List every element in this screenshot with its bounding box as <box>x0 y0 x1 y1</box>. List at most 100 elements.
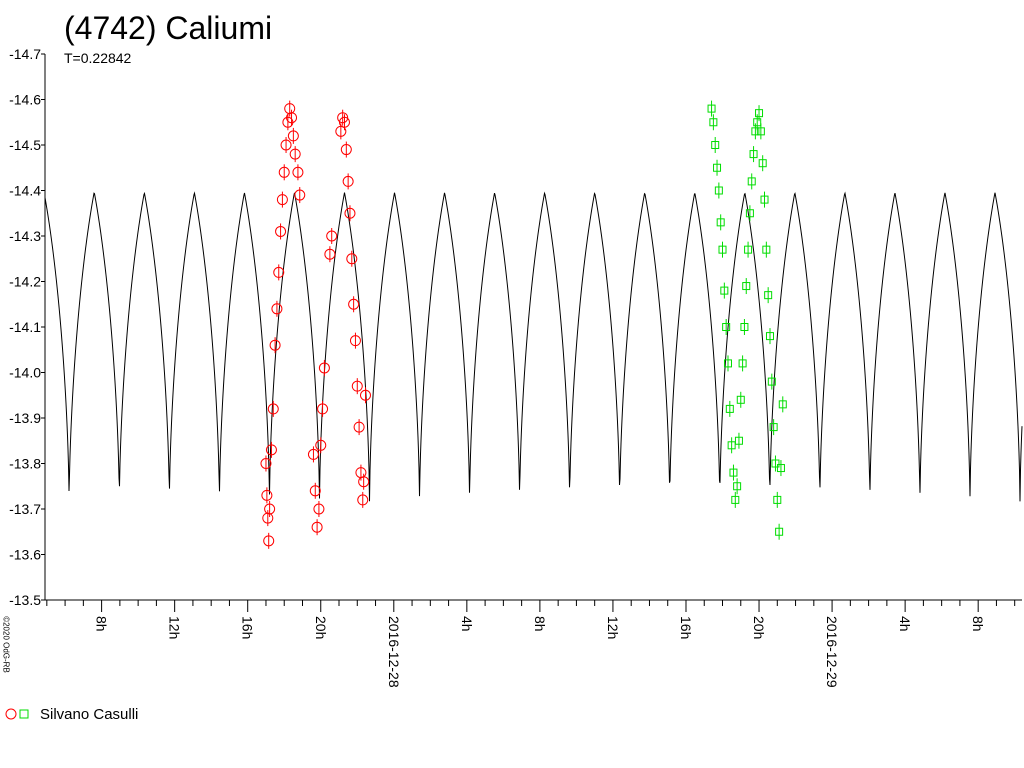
y-tick-label: -14.0 <box>9 365 41 381</box>
data-point <box>725 404 734 413</box>
y-tick-label: -13.8 <box>9 456 41 472</box>
data-point <box>756 127 765 136</box>
data-point <box>326 230 338 242</box>
data-point <box>292 166 304 178</box>
data-point <box>307 448 319 460</box>
y-tick-label: -14.2 <box>9 274 41 290</box>
data-point <box>758 159 767 168</box>
data-point <box>749 150 758 159</box>
data-point <box>337 112 349 124</box>
data-point <box>348 298 360 310</box>
data-point <box>778 400 787 409</box>
data-point <box>261 489 273 501</box>
legend-observer-label: Silvano Casulli <box>40 705 139 723</box>
data-point <box>707 104 716 113</box>
data-point <box>353 421 365 433</box>
data-point <box>273 266 285 278</box>
x-tick-label: 2016-12-29 <box>824 616 840 688</box>
data-point <box>731 495 740 504</box>
data-point <box>733 482 742 491</box>
model-curve <box>44 191 1023 502</box>
y-tick-label: -14.7 <box>9 46 41 62</box>
y-tick-label: -13.9 <box>9 410 41 426</box>
x-tick-label: 12h <box>605 616 621 639</box>
data-point <box>318 362 330 374</box>
x-tick-label: 8h <box>94 616 110 632</box>
x-tick-label: 20h <box>751 616 767 639</box>
data-point <box>276 194 288 206</box>
series-2016-12-27 <box>260 100 371 549</box>
data-point <box>315 439 327 451</box>
x-tick-label: 16h <box>240 616 256 639</box>
y-tick-label: -14.5 <box>9 137 41 153</box>
period-label: T=0.22842 <box>64 50 132 66</box>
data-point <box>753 118 762 127</box>
observation-points <box>260 100 787 549</box>
data-point <box>769 423 778 432</box>
data-point <box>309 485 321 497</box>
data-point <box>349 335 361 347</box>
x-tick-label: 16h <box>678 616 694 639</box>
data-point <box>269 339 281 351</box>
data-point <box>760 195 769 204</box>
model-line <box>44 191 1023 502</box>
data-point <box>284 103 296 115</box>
data-point <box>346 253 358 265</box>
chart-title: (4742) Caliumi <box>64 10 273 46</box>
data-point <box>751 127 760 136</box>
x-tick-label: 2016-12-28 <box>386 616 402 688</box>
y-tick-label: -13.6 <box>9 547 41 563</box>
data-point <box>775 527 784 536</box>
data-point <box>723 359 732 368</box>
data-point <box>767 377 776 386</box>
y-tick-label: -14.1 <box>9 319 41 335</box>
data-point <box>727 441 736 450</box>
data-point <box>263 535 275 547</box>
data-point <box>313 503 325 515</box>
data-point <box>722 323 731 331</box>
data-point <box>776 464 785 473</box>
data-point <box>738 359 747 368</box>
data-point <box>744 245 753 254</box>
x-tick-label: 8h <box>970 616 986 632</box>
data-point <box>324 248 336 260</box>
y-tick-label: -13.5 <box>9 592 41 608</box>
copyright-credit: ©2020 OdG-RB <box>1 616 11 673</box>
y-tick-label: -14.6 <box>9 92 41 108</box>
data-point <box>260 458 272 469</box>
data-point <box>765 332 774 341</box>
data-point <box>262 512 274 524</box>
y-tick-label: -14.4 <box>9 183 41 199</box>
data-point <box>711 141 720 149</box>
data-point <box>713 163 722 172</box>
data-point <box>714 186 723 195</box>
data-point <box>747 177 756 186</box>
data-point <box>734 436 743 445</box>
x-tick-label: 20h <box>313 616 329 639</box>
data-point <box>718 245 727 254</box>
data-point <box>762 245 771 254</box>
x-tick-label: 12h <box>167 616 183 639</box>
data-point <box>294 189 306 201</box>
data-point <box>716 218 725 227</box>
data-point <box>280 139 292 151</box>
x-tick-label: 4h <box>897 616 913 632</box>
data-point <box>771 459 780 468</box>
plot-frame <box>44 54 1022 601</box>
y-tick-label: -14.3 <box>9 228 41 244</box>
data-point <box>742 282 751 291</box>
data-point <box>729 468 738 477</box>
data-point <box>338 116 350 128</box>
data-point <box>773 495 782 504</box>
data-point <box>271 303 283 315</box>
x-tick-label: 4h <box>459 616 475 632</box>
data-point <box>745 209 754 218</box>
data-point <box>740 323 749 331</box>
data-point <box>286 112 298 124</box>
legend-markers-icon <box>5 708 29 720</box>
data-point <box>275 225 287 237</box>
data-point <box>264 503 276 515</box>
legend: Silvano Casulli <box>4 704 138 724</box>
data-point <box>720 286 729 295</box>
